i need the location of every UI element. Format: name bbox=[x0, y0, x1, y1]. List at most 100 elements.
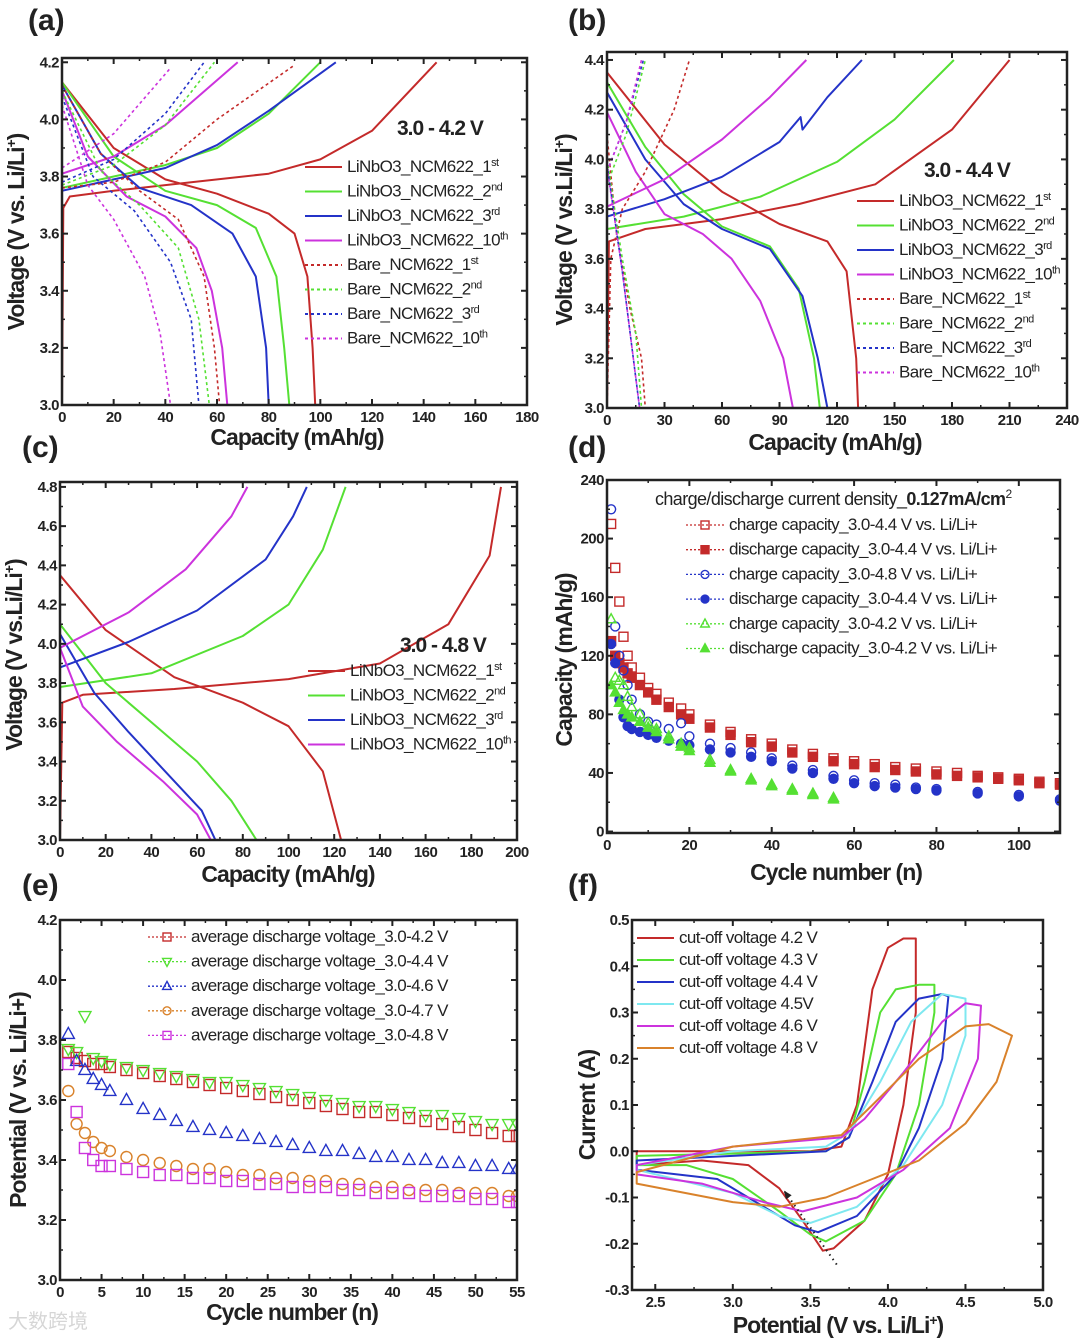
data-point bbox=[807, 751, 819, 763]
legend-label: cut-off voltage 4.2 V bbox=[679, 928, 819, 947]
x-tick-label: 3.5 bbox=[801, 1294, 821, 1311]
series-2 bbox=[61, 1025, 517, 1175]
data-point bbox=[451, 1154, 467, 1169]
x-tick-label: 150 bbox=[883, 412, 907, 429]
legend-marker-icon bbox=[161, 957, 173, 968]
x-axis-title-part: Capacity (mAh/g) bbox=[748, 429, 921, 455]
data-point bbox=[386, 1108, 399, 1122]
legend-label-sup: nd bbox=[494, 686, 506, 698]
data-point bbox=[285, 1088, 300, 1103]
series-0 bbox=[62, 61, 438, 405]
data-point bbox=[402, 1183, 416, 1197]
data-point bbox=[951, 770, 963, 782]
charge-curve bbox=[607, 59, 645, 173]
data-point bbox=[136, 1153, 150, 1167]
data-point bbox=[236, 1174, 250, 1188]
panel-c: (c) 0 20 40 60 80 100 120 140 160 180 200 3.0 3.2 3.4 3… bbox=[1, 431, 529, 887]
data-point bbox=[1013, 791, 1025, 802]
x-axis-title: Potential (V vs. Li/Li+) bbox=[733, 1312, 944, 1338]
data-point bbox=[386, 1186, 399, 1200]
data-point bbox=[77, 1010, 93, 1025]
arrow-head-icon bbox=[783, 1190, 792, 1200]
legend-item: LiNbO3_NCM622_2nd bbox=[305, 182, 503, 201]
legend-item: LiNbO3_NCM622_10th bbox=[857, 265, 1061, 284]
header-value: 0.127mA/cm bbox=[906, 489, 1005, 509]
legend-item: LiNbO3_NCM622_3rd bbox=[305, 206, 501, 225]
x-tick-label: 60 bbox=[846, 837, 862, 854]
data-point bbox=[120, 1150, 133, 1164]
data-point bbox=[401, 1151, 417, 1166]
y-tick-label: 3.0 bbox=[38, 832, 58, 849]
legend-label-text: discharge capacity_3.0-4.2 V vs. Li/Li+ bbox=[729, 639, 998, 658]
voltage-range-label: 3.0 - 4.2 V bbox=[397, 117, 484, 140]
data-point bbox=[828, 773, 839, 785]
legend-item: cut-off voltage 4.4 V bbox=[637, 972, 819, 991]
x-tick-label: 15 bbox=[177, 1284, 193, 1301]
data-point bbox=[253, 1177, 266, 1191]
x-tick-label: 30 bbox=[301, 1284, 317, 1301]
data-point bbox=[642, 720, 655, 732]
x-axis-title: Cycle number (n) bbox=[750, 859, 922, 885]
data-point bbox=[303, 1180, 316, 1194]
legend-label: Bare_NCM622_2nd bbox=[347, 280, 482, 299]
y-tick-label: 3.2 bbox=[38, 793, 58, 810]
data-point bbox=[120, 1063, 133, 1077]
data-point bbox=[268, 1133, 284, 1148]
data-point bbox=[219, 1165, 233, 1179]
panel-label: (b) bbox=[568, 4, 606, 37]
legend: LiNbO3_NCM622_1stLiNbO3_NCM622_2ndLiNbO3… bbox=[308, 661, 512, 754]
legend: cut-off voltage 4.2 V cut-off voltage 4.3… bbox=[637, 928, 819, 1057]
data-point bbox=[509, 1118, 517, 1133]
charge-curve bbox=[60, 486, 347, 688]
y-axis-title: Voltage (V vs.Li/Li+) bbox=[551, 134, 577, 326]
data-point bbox=[622, 679, 633, 691]
legend-label: Bare_NCM622_1st bbox=[899, 289, 1030, 308]
series-4 bbox=[607, 59, 691, 408]
legend-label-sup: th bbox=[1052, 265, 1060, 277]
data-point bbox=[153, 1156, 166, 1170]
legend-label: discharge capacity_3.0-4.4 V vs. Li/Li+ bbox=[729, 589, 998, 608]
x-tick-label: 35 bbox=[343, 1284, 359, 1301]
legend-label-sup: nd bbox=[491, 182, 503, 194]
y-tick-label: 3.8 bbox=[38, 1032, 58, 1049]
series-5 bbox=[635, 1023, 1013, 1208]
y-tick-label: 3.8 bbox=[38, 675, 58, 692]
x-axis-title: Capacity (mAh/g) bbox=[748, 429, 921, 455]
legend-label: Bare_NCM622_10th bbox=[899, 363, 1040, 382]
data-point bbox=[436, 1117, 449, 1131]
y-tick-label: 3.4 bbox=[38, 1152, 59, 1169]
data-point bbox=[485, 1126, 499, 1140]
data-point bbox=[319, 1180, 333, 1194]
legend-label: Bare_NCM622_2nd bbox=[899, 314, 1034, 333]
discharge-curve bbox=[62, 90, 211, 405]
legend-label-sup: st bbox=[491, 157, 499, 169]
legend-item: discharge capacity_3.0-4.2 V vs. Li/Li+ bbox=[686, 639, 998, 658]
x-axis-title: Capacity (mAh/g) bbox=[201, 861, 374, 887]
data-point bbox=[86, 1070, 101, 1085]
data-point bbox=[848, 777, 860, 789]
y-tick-label: 160 bbox=[580, 589, 604, 606]
legend-label-text: charge capacity_3.0-4.8 V vs. Li/Li+ bbox=[729, 564, 978, 583]
legend-item: discharge capacity_3.0-4.4 V vs. Li/Li+ bbox=[686, 589, 998, 608]
x-tick-label: 10 bbox=[135, 1284, 151, 1301]
header-sup: 2 bbox=[1005, 487, 1012, 501]
x-tick-label: 140 bbox=[368, 844, 392, 861]
charge-curve bbox=[60, 486, 249, 649]
data-point bbox=[452, 1120, 466, 1134]
x-tick-label: 20 bbox=[682, 837, 698, 854]
data-point bbox=[170, 1159, 183, 1173]
legend-label-text: LiNbO3_NCM622_10 bbox=[347, 231, 500, 250]
legend-item: average discharge voltage_3.0-4.2 V bbox=[148, 927, 450, 946]
legend-label: average discharge voltage_3.0-4.4 V bbox=[191, 952, 449, 971]
y-axis-title-part: ) bbox=[551, 134, 577, 141]
x-tick-label: 20 bbox=[106, 409, 122, 426]
data-point bbox=[618, 665, 629, 676]
cv-loop bbox=[635, 993, 950, 1234]
data-point bbox=[302, 1139, 317, 1154]
y-tick-label: 4.0 bbox=[40, 111, 60, 128]
panel-a: (a) 0 20 40 60 80 100 120 140 160 180 3.0 3.2 3.4 3.6 3… bbox=[3, 4, 539, 450]
y-tick-label: -0.2 bbox=[605, 1236, 629, 1253]
charge-curve bbox=[607, 59, 955, 230]
panel-e: (e) 0 5 10 15 20 25 30 35 40 45 50 55 3.0 3.2 3.4 3.6 3.8… bbox=[5, 869, 525, 1325]
x-tick-label: 120 bbox=[825, 412, 849, 429]
